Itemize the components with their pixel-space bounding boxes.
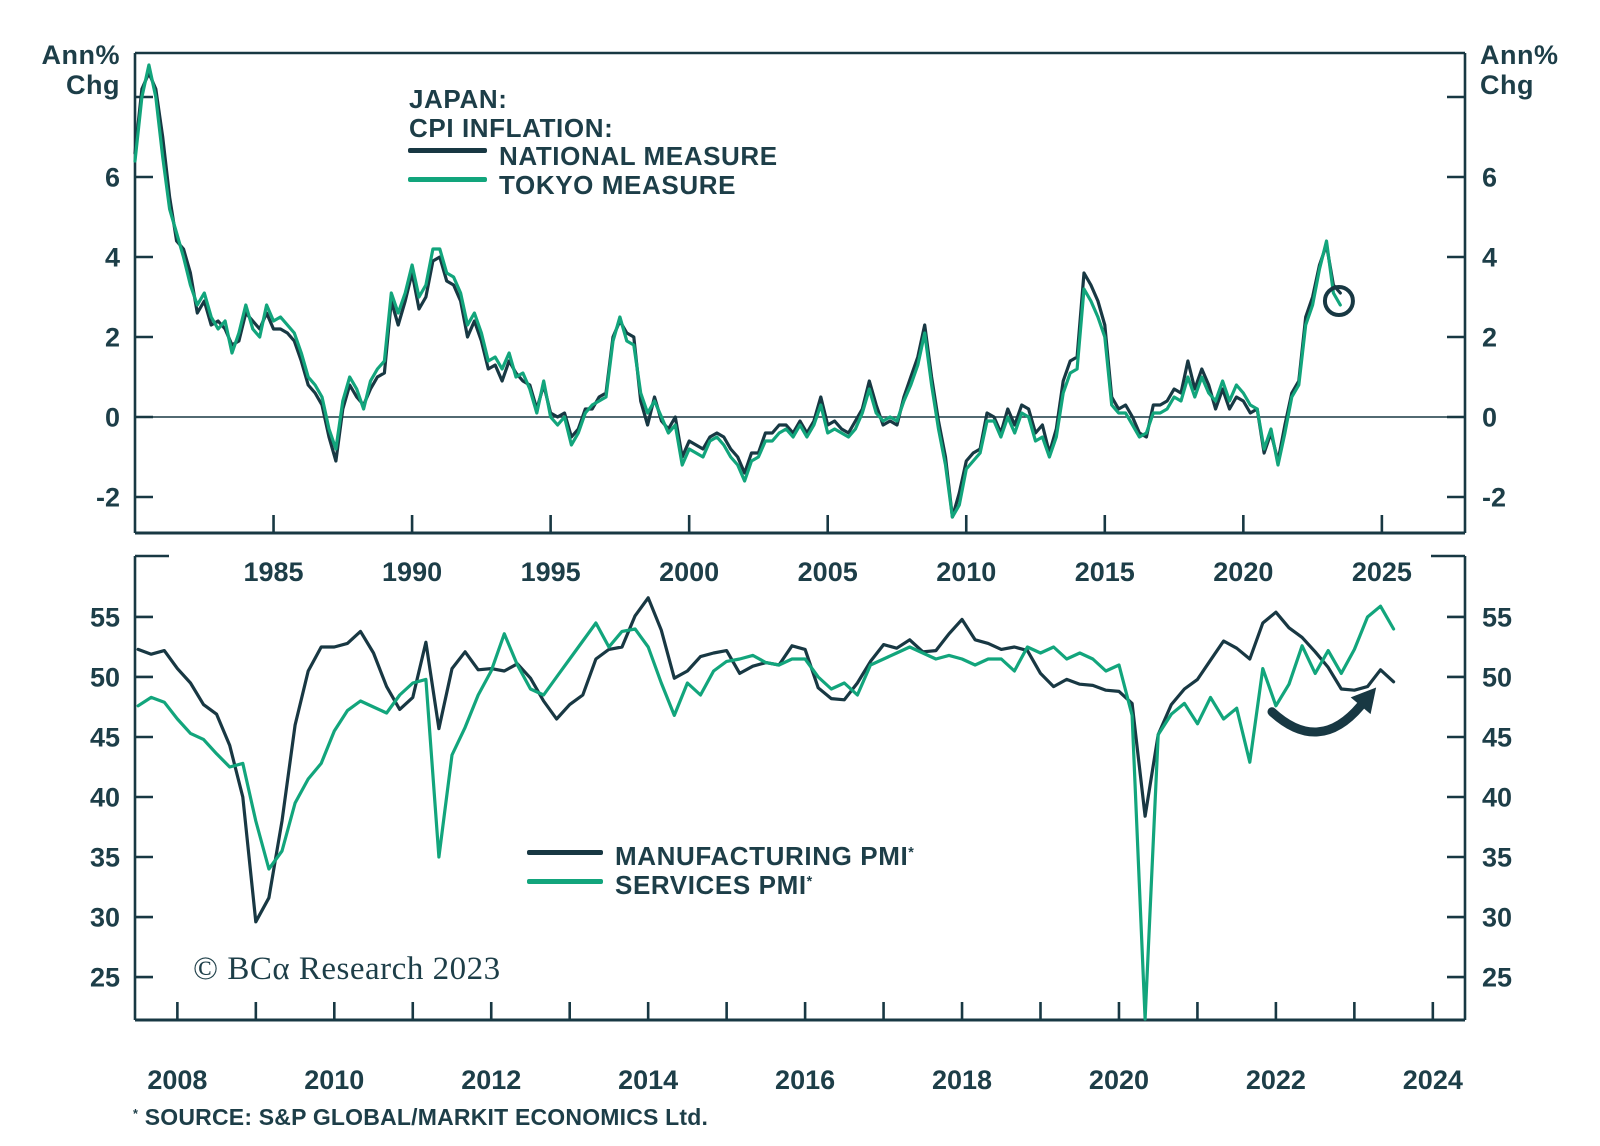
legend-swatch-services-pmi xyxy=(527,879,603,884)
legend-label-manufacturing-pmi: MANUFACTURING PMI* xyxy=(615,841,914,872)
x-tick-label: 1990 xyxy=(382,557,442,587)
x-tick-label: 2024 xyxy=(1403,1065,1463,1095)
legend-label-services-pmi-footnote-star: * xyxy=(806,874,813,891)
y-tick-label-right: 25 xyxy=(1482,963,1512,993)
y-tick-label-left: 6 xyxy=(105,163,120,193)
y-tick-label-left: 35 xyxy=(90,843,120,873)
y-tick-label-right: 0 xyxy=(1482,403,1497,433)
x-tick-label: 2022 xyxy=(1246,1065,1306,1095)
y-axis-unit-left-line1: Ann% xyxy=(41,40,120,70)
y-axis-unit-left-line2: Chg xyxy=(66,70,120,100)
chart-title-line2: CPI INFLATION: xyxy=(409,113,614,143)
x-tick-label: 2000 xyxy=(659,557,719,587)
x-tick-label: 1985 xyxy=(244,557,304,587)
legend-label-manufacturing-pmi-footnote-star: * xyxy=(908,845,915,862)
x-tick-label: 2015 xyxy=(1075,557,1135,587)
x-tick-label: 2005 xyxy=(798,557,858,587)
y-axis-unit-right-line1: Ann% xyxy=(1480,40,1559,70)
y-tick-label-right: 6 xyxy=(1482,163,1497,193)
y-tick-label-left: 45 xyxy=(90,722,120,752)
y-tick-label-left: 2 xyxy=(105,323,120,353)
legend-label-national-measure: NATIONAL MEASURE xyxy=(499,141,778,171)
y-tick-label-left: 55 xyxy=(90,602,120,632)
chart-title-line1: JAPAN: xyxy=(409,84,508,114)
y-axis-unit-left: Ann% Chg xyxy=(0,40,120,100)
legend-label-services-pmi-text: SERVICES PMI xyxy=(615,870,807,900)
y-tick-label-left: 0 xyxy=(105,403,120,433)
y-tick-label-right: 4 xyxy=(1482,243,1497,273)
source-footnote: * SOURCE: S&P GLOBAL/MARKIT ECONOMICS Lt… xyxy=(133,1104,708,1131)
y-axis-unit-right-line2: Chg xyxy=(1480,70,1534,100)
y-tick-label-right: 50 xyxy=(1482,662,1512,692)
legend-label-tokyo-measure: TOKYO MEASURE xyxy=(499,170,737,200)
y-tick-label-left: 25 xyxy=(90,963,120,993)
y-tick-label-left: -2 xyxy=(96,483,120,513)
x-tick-label: 2010 xyxy=(936,557,996,587)
x-tick-label: 2014 xyxy=(618,1065,678,1095)
x-tick-label: 2010 xyxy=(304,1065,364,1095)
y-tick-label-right: -2 xyxy=(1482,483,1506,513)
upturn-arrow-head xyxy=(1350,687,1377,715)
legend-swatch-tokyo-measure xyxy=(408,177,487,182)
y-tick-label-right: 30 xyxy=(1482,903,1512,933)
x-tick-label: 2012 xyxy=(461,1065,521,1095)
x-tick-label: 1995 xyxy=(521,557,581,587)
legend-label-manufacturing-pmi-text: MANUFACTURING PMI xyxy=(615,841,909,871)
source-footnote-star: * xyxy=(133,1107,139,1122)
y-tick-label-left: 30 xyxy=(90,903,120,933)
y-tick-label-left: 4 xyxy=(105,243,120,273)
y-tick-label-right: 2 xyxy=(1482,323,1497,353)
legend-swatch-manufacturing-pmi xyxy=(527,850,603,855)
y-tick-label-right: 35 xyxy=(1482,843,1512,873)
y-tick-label-right: 45 xyxy=(1482,722,1512,752)
series-line-national-measure xyxy=(133,71,1342,519)
chart-title: JAPAN: CPI INFLATION: xyxy=(409,85,613,143)
legend-label-services-pmi: SERVICES PMI* xyxy=(615,870,813,901)
copyright-notice: © BCα Research 2023 xyxy=(193,951,501,987)
series-line-services-pmi xyxy=(136,604,1396,1021)
x-tick-label: 2008 xyxy=(147,1065,207,1095)
legend-swatch-national-measure xyxy=(408,148,487,153)
latest-point-circle-annotation xyxy=(1322,285,1355,317)
y-axis-unit-right: Ann% Chg xyxy=(1480,40,1559,100)
series-line-tokyo-measure xyxy=(133,63,1342,519)
x-tick-label: 2020 xyxy=(1089,1065,1149,1095)
x-tick-label: 2018 xyxy=(932,1065,992,1095)
y-tick-label-right: 40 xyxy=(1482,783,1512,813)
y-tick-label-left: 40 xyxy=(90,783,120,813)
y-tick-label-left: 50 xyxy=(90,662,120,692)
x-tick-label: 2016 xyxy=(775,1065,835,1095)
x-tick-label: 2020 xyxy=(1213,557,1273,587)
upturn-arrow-annotation xyxy=(1267,701,1366,737)
x-tick-label: 2025 xyxy=(1352,557,1412,587)
source-footnote-text: SOURCE: S&P GLOBAL/MARKIT ECONOMICS Ltd. xyxy=(138,1104,709,1130)
y-tick-label-right: 55 xyxy=(1482,602,1512,632)
